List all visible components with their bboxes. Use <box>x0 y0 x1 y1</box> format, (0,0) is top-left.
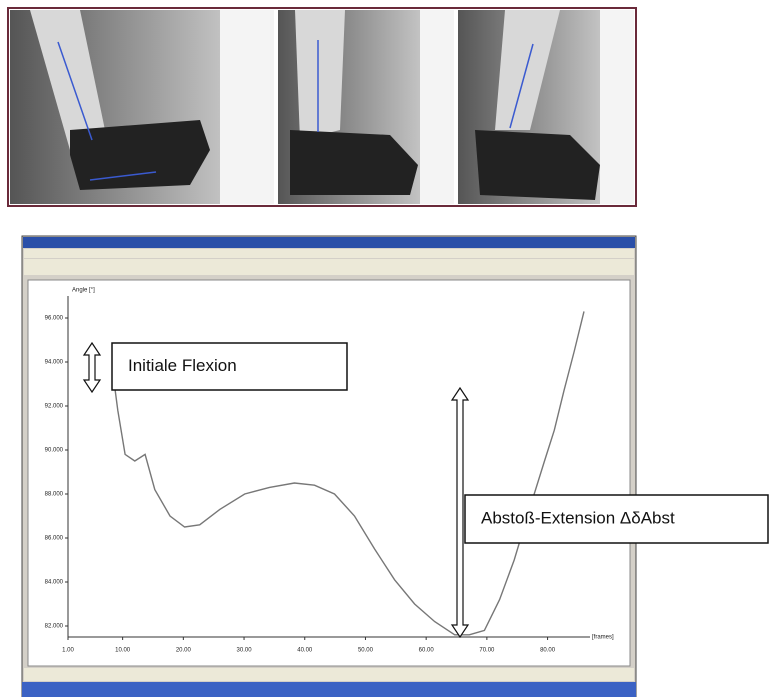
status-bar <box>24 668 634 681</box>
y-tick-label: 88.000 <box>45 492 64 498</box>
photo-strip <box>7 7 637 207</box>
y-tick-label: 96.000 <box>45 316 64 322</box>
x-tick-label: 50.00 <box>358 648 374 654</box>
x-axis-label: [frames] <box>592 635 614 641</box>
annotation: Abstoß-Extension ΔδAbst <box>481 508 675 527</box>
y-tick-label: 94.000 <box>45 360 64 366</box>
y-tick-label: 82.000 <box>45 624 64 630</box>
menu-bar <box>24 249 634 258</box>
plot-panel <box>27 279 631 667</box>
plot: 82.000 84.000 86.000 88.000 90.000 92.000 94.0… <box>45 296 769 654</box>
x-tick-label: 70.00 <box>479 648 495 654</box>
y-axis-label: Angle [°] <box>72 288 95 294</box>
y-tick-label: 84.000 <box>45 580 64 586</box>
double-arrow <box>450 386 470 639</box>
app-window <box>21 235 637 697</box>
annotation: Initiale Flexion <box>128 356 237 375</box>
annotation-box <box>464 494 769 544</box>
x-tick-label: 60.00 <box>419 648 435 654</box>
toolbar <box>24 259 634 275</box>
taskbar <box>22 682 636 697</box>
y-tick-label: 90.000 <box>45 448 64 454</box>
x-tick-label: 30.00 <box>237 648 253 654</box>
x-tick-label: 1.00 <box>62 648 74 654</box>
x-tick-label: 20.00 <box>176 648 192 654</box>
title-bar <box>23 237 635 248</box>
photo <box>10 10 274 204</box>
photo <box>458 10 634 204</box>
photo <box>278 10 454 204</box>
annotation-box <box>111 342 348 391</box>
x-tick-label: 40.00 <box>297 648 313 654</box>
double-arrow <box>82 341 102 394</box>
x-tick-label: 80.00 <box>540 648 556 654</box>
y-tick-label: 92.000 <box>45 404 64 410</box>
x-tick-label: 10.00 <box>115 648 131 654</box>
y-tick-label: 86.000 <box>45 536 64 542</box>
